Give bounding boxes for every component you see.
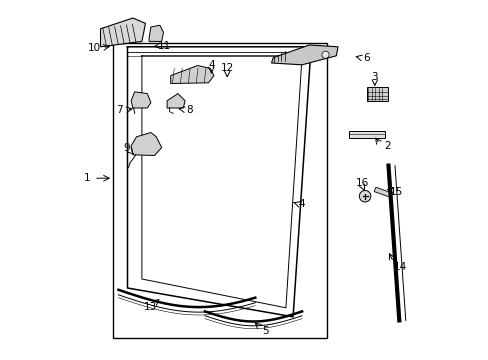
Text: 4: 4 <box>207 60 214 70</box>
Text: 8: 8 <box>186 105 193 115</box>
Circle shape <box>321 51 328 58</box>
Text: 1: 1 <box>83 173 90 183</box>
Polygon shape <box>373 187 390 197</box>
Text: 5: 5 <box>262 326 268 336</box>
Text: 2: 2 <box>384 141 390 151</box>
Circle shape <box>359 190 370 202</box>
Text: 3: 3 <box>371 72 377 82</box>
Polygon shape <box>101 18 145 47</box>
Bar <box>366 87 387 101</box>
Text: 10: 10 <box>87 42 101 53</box>
Text: 9: 9 <box>123 143 129 153</box>
Text: 16: 16 <box>355 178 368 188</box>
Polygon shape <box>131 92 151 108</box>
Text: 7: 7 <box>116 105 122 115</box>
Text: 14: 14 <box>392 262 406 272</box>
Bar <box>348 131 384 138</box>
Text: 13: 13 <box>143 302 157 312</box>
Text: 15: 15 <box>389 186 402 197</box>
Polygon shape <box>170 66 213 84</box>
Polygon shape <box>271 45 337 65</box>
Text: 11: 11 <box>158 41 171 51</box>
Text: 4: 4 <box>298 199 304 210</box>
Polygon shape <box>131 132 162 156</box>
Polygon shape <box>149 25 163 41</box>
Text: 12: 12 <box>220 63 233 73</box>
Bar <box>113 43 326 338</box>
Text: 6: 6 <box>363 53 369 63</box>
Polygon shape <box>167 94 185 108</box>
